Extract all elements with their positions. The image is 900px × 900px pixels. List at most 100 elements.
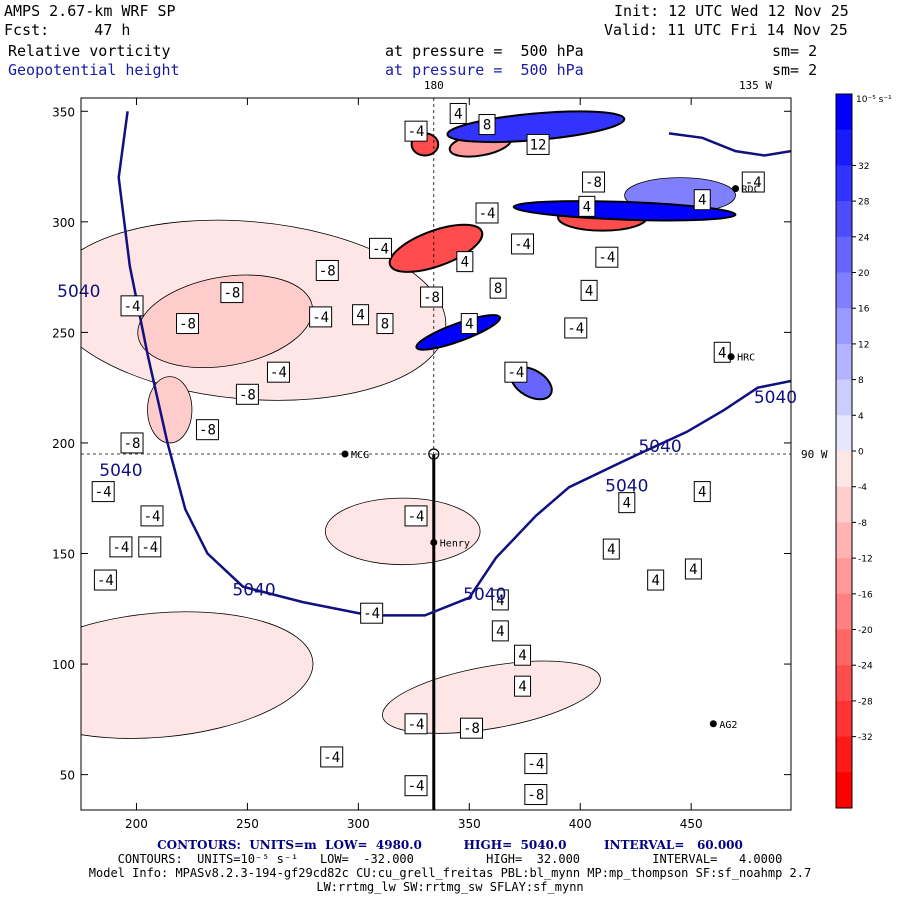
vorticity-label-text: -4 xyxy=(270,365,287,381)
station-markers: MCG Henry HRC AG2 RDC xyxy=(341,185,760,731)
colorbar-swatch xyxy=(836,665,852,702)
colorbar-tick-label: 0 xyxy=(858,448,864,458)
height-contour-label: 5040 xyxy=(638,437,681,457)
vorticity-label: -4 xyxy=(404,120,428,142)
vorticity-label-box xyxy=(376,313,394,335)
station-dot xyxy=(732,185,740,193)
vorticity-label: -4 xyxy=(309,306,333,328)
vorticity-label-text: 4 xyxy=(454,106,462,122)
colorbar-swatch xyxy=(836,379,852,416)
vorticity-label: -8 xyxy=(120,432,144,454)
valid-time: Valid: 11 UTC Fri 14 Nov 25 xyxy=(604,21,848,39)
vorticity-label: -4 xyxy=(511,233,535,255)
vorticity-label-box xyxy=(404,713,428,735)
vorticity-positive-area xyxy=(415,314,501,351)
colorbar-tick-label: -12 xyxy=(858,555,873,565)
vorticity-negative-area xyxy=(137,274,314,369)
axes: 200 250 300 350 400 450 50 100 150 200 250 300 350 18… xyxy=(52,79,828,831)
vorticity-negative-area xyxy=(388,223,484,273)
vorticity-label-box xyxy=(220,282,244,304)
vorticity-label: -4 xyxy=(524,753,548,775)
field2-pressure: at pressure = 500 hPa xyxy=(385,61,584,79)
vorticity-label-text: -4 xyxy=(408,509,425,525)
colorbar-tick-label: -32 xyxy=(858,733,873,743)
vorticity-label-box xyxy=(713,341,731,363)
field1-smoothing: sm= 2 xyxy=(772,42,818,60)
vorticity-label-text: -4 xyxy=(408,124,425,140)
x-tick-label: 300 xyxy=(347,817,370,831)
vorticity-negative-area xyxy=(81,611,314,739)
vorticity-label-box xyxy=(564,317,588,339)
vorticity-label-text: -4 xyxy=(113,540,130,556)
vorticity-label-box xyxy=(491,589,509,611)
vorticity-label-text: -4 xyxy=(312,310,329,326)
vorticity-label-text: -4 xyxy=(745,175,762,191)
colorbar-swatch xyxy=(836,94,852,131)
colorbar-tick-label: -20 xyxy=(858,626,873,636)
vorticity-label-box xyxy=(693,189,711,211)
vorticity-label-text: 4 xyxy=(583,199,591,215)
colorbar-swatch xyxy=(836,593,852,630)
vorticity-label: 4 xyxy=(713,341,731,363)
vorticity-label-box xyxy=(315,259,339,281)
vorticity-label: -8 xyxy=(460,717,483,739)
colorbar-swatch xyxy=(836,201,852,238)
colorbar-swatch xyxy=(836,236,852,273)
vorticity-label: 4 xyxy=(693,481,711,503)
colorbar-tick-label: 8 xyxy=(858,376,864,386)
vorticity-label-box xyxy=(514,675,532,697)
vorticity-label: -4 xyxy=(404,713,428,735)
vorticity-label-box xyxy=(352,304,370,326)
vorticity-label-box xyxy=(93,569,117,591)
colorbar-tick-label: 20 xyxy=(858,269,870,279)
vorticity-label-box xyxy=(360,602,384,624)
height-contours xyxy=(117,111,791,617)
vorticity-label-box xyxy=(647,569,665,591)
y-tick-label: 100 xyxy=(52,658,75,672)
vorticity-label: -8 xyxy=(176,313,199,335)
vorticity-label-text: -8 xyxy=(223,286,240,302)
colorbar-tick-label: 12 xyxy=(858,340,869,350)
height-contour-labels: 5040 5040 5040 5040 5040 5040 5040 xyxy=(57,282,797,605)
station-label: MCG xyxy=(351,450,369,461)
vorticity-label: 4 xyxy=(693,189,711,211)
vorticity-label-text: -4 xyxy=(141,540,158,556)
vorticity-label: -4 xyxy=(91,481,115,503)
vorticity-label: 8 xyxy=(489,277,507,299)
colorbar-tick-label: 16 xyxy=(858,305,870,315)
vorticity-label-box xyxy=(602,538,620,560)
colorbar-tick-label: 4 xyxy=(858,412,864,422)
height-contour-5040-ne xyxy=(668,132,791,157)
vorticity-label-text: -8 xyxy=(319,263,336,279)
y-tick-label: 300 xyxy=(52,216,75,230)
vorticity-label: -4 xyxy=(404,775,428,797)
vorticity-label-box xyxy=(524,753,548,775)
vorticity-label-box xyxy=(449,102,467,124)
colorbar-tick-label: 24 xyxy=(858,233,870,243)
vorticity-label-text: -4 xyxy=(408,717,425,733)
vorticity-label-text: -4 xyxy=(124,299,141,315)
vorticity-contour-info: CONTOURS: UNITS=10⁻⁵ s⁻¹ LOW= -32.000 HI… xyxy=(117,852,783,866)
colorbar-swatch xyxy=(836,558,852,595)
vorticity-label: 4 xyxy=(618,492,636,514)
vorticity-label: 4 xyxy=(491,589,509,611)
vorticity-label-box xyxy=(420,286,444,308)
vorticity-negative-area xyxy=(147,376,193,444)
vorticity-label: -4 xyxy=(741,171,765,193)
vorticity-label: -4 xyxy=(404,505,428,527)
colorbar-tick-label: -24 xyxy=(858,662,873,672)
station-label: Henry xyxy=(440,538,470,549)
colorbar-tick-label: 28 xyxy=(858,198,870,208)
vorticity-label: -4 xyxy=(138,536,162,558)
colorbar-swatch xyxy=(836,700,852,738)
vorticity-label: -8 xyxy=(195,419,219,441)
x-tick-label: 200 xyxy=(125,817,148,831)
vorticity-label-box xyxy=(460,717,483,739)
station-dot xyxy=(709,720,717,728)
vorticity-label-text: 4 xyxy=(356,308,364,324)
vorticity-label-text: -4 xyxy=(514,237,531,253)
height-contour-5040 xyxy=(117,111,791,617)
vorticity-label-text: 4 xyxy=(518,679,526,695)
vorticity-label-box xyxy=(140,505,164,527)
